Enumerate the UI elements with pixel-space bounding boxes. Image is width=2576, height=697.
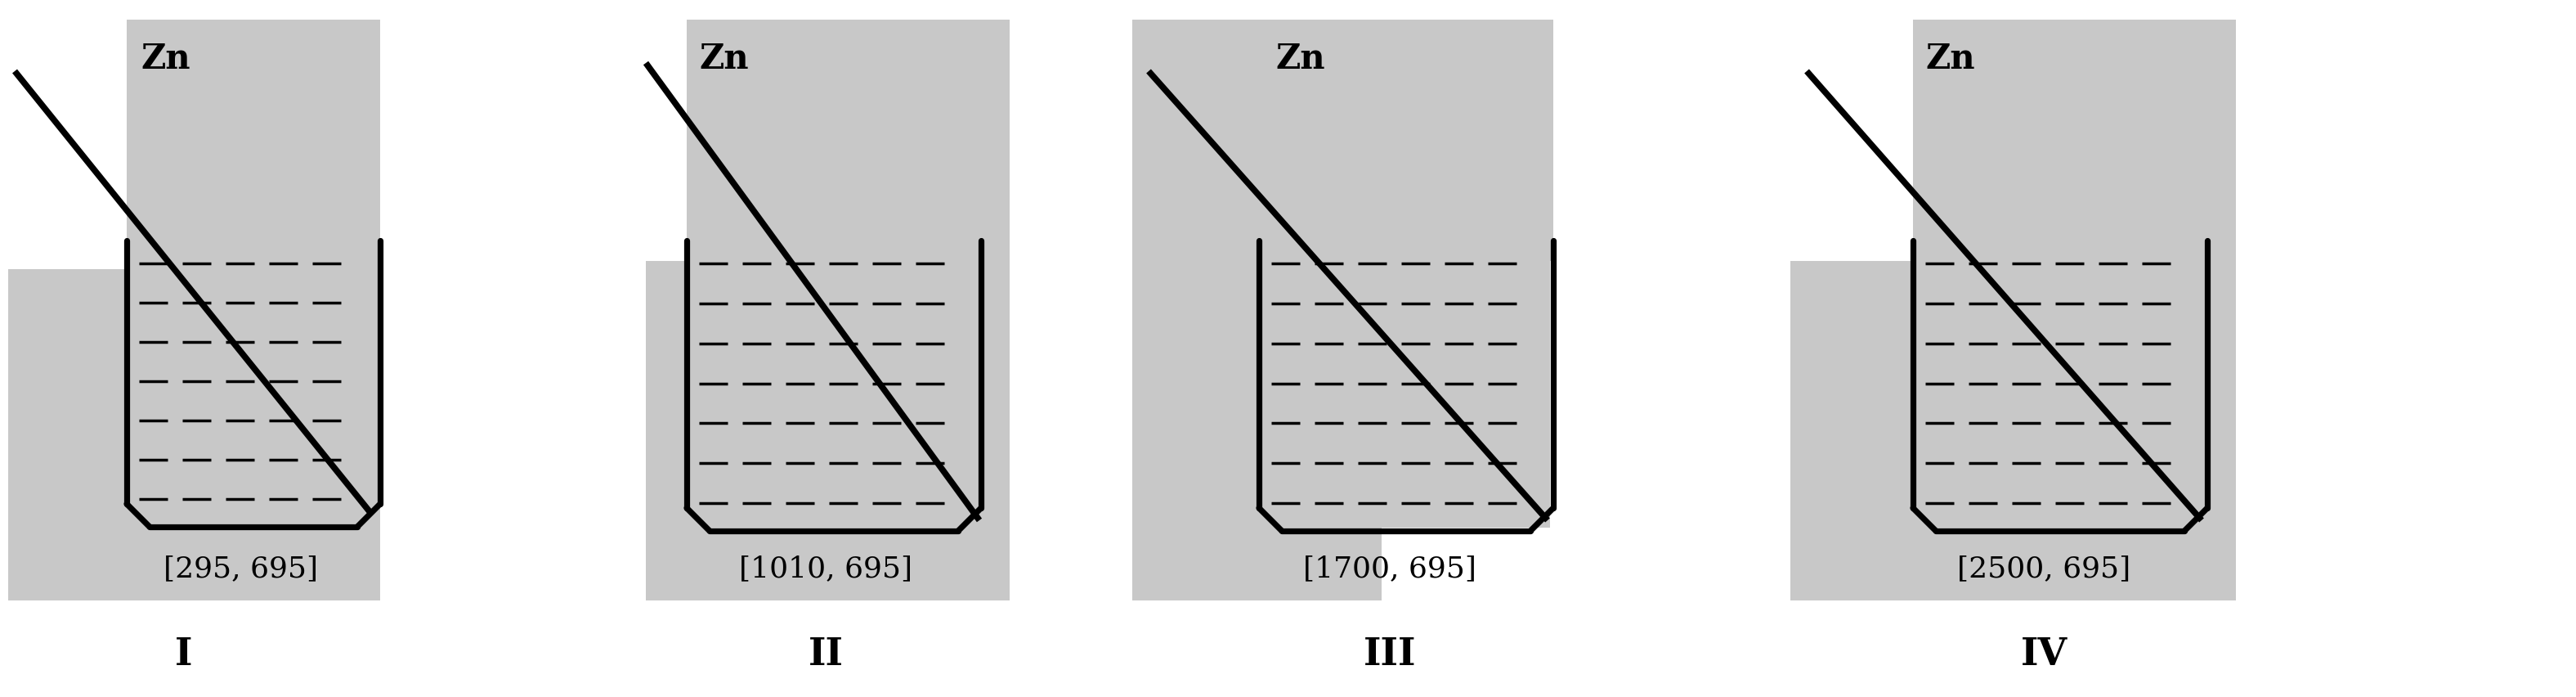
Bar: [690, 241, 979, 528]
Bar: [1914, 20, 2236, 261]
Text: [295, 695]: [295, 695]: [165, 554, 319, 582]
Bar: [129, 241, 376, 523]
Text: I: I: [175, 635, 193, 673]
Bar: [647, 261, 1010, 601]
Bar: [1260, 20, 1553, 261]
Text: IV: IV: [2020, 635, 2066, 673]
Text: Zn: Zn: [142, 42, 191, 76]
Bar: [1133, 20, 1381, 601]
Bar: [688, 20, 1010, 261]
Bar: [8, 270, 381, 601]
Bar: [1790, 261, 2236, 601]
Text: III: III: [1363, 635, 1417, 673]
Bar: [126, 20, 381, 270]
Text: Zn: Zn: [698, 42, 750, 76]
Text: Zn: Zn: [1924, 42, 1976, 76]
Text: [1010, 695]: [1010, 695]: [739, 554, 912, 582]
Bar: [1917, 241, 2205, 528]
Text: Zn: Zn: [1275, 42, 1324, 76]
Text: [2500, 695]: [2500, 695]: [1958, 554, 2130, 582]
Bar: [1262, 241, 1551, 528]
Text: II: II: [809, 635, 842, 673]
Text: [1700, 695]: [1700, 695]: [1303, 554, 1476, 582]
